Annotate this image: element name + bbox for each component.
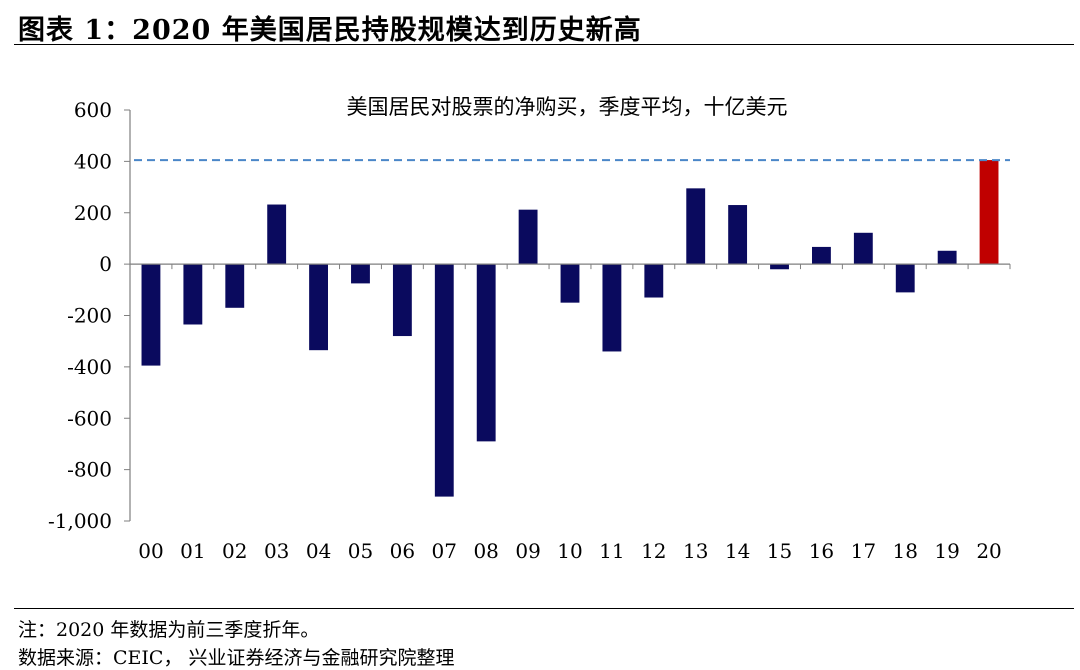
bar-07	[434, 264, 454, 497]
y-tick-label: -800	[67, 458, 112, 482]
bar-14	[728, 205, 748, 265]
bars	[141, 160, 999, 497]
x-tick-label: 14	[725, 539, 750, 563]
bar-18	[895, 264, 915, 293]
x-tick-label: 15	[767, 539, 792, 563]
bar-12	[644, 264, 664, 298]
bar-16	[812, 246, 831, 265]
bar-03	[267, 204, 287, 265]
y-tick-label: -400	[67, 355, 112, 379]
bar-00	[141, 264, 161, 366]
bar-09	[518, 209, 538, 265]
bar-13	[686, 188, 706, 265]
bar-19	[937, 250, 957, 265]
x-tick-label: 07	[432, 539, 457, 563]
x-tick-label: 10	[557, 539, 582, 563]
x-tick-label: 08	[473, 539, 498, 563]
x-tick-label: 02	[222, 539, 247, 563]
title-divider	[14, 44, 1074, 45]
x-tick-label: 05	[348, 539, 373, 563]
bar-11	[602, 264, 622, 352]
footnote: 注：2020 年数据为前三季度折年。	[18, 619, 320, 641]
y-tick-label: -200	[67, 304, 112, 328]
y-tick-label: -1,000	[48, 509, 112, 533]
bar-17	[853, 232, 873, 265]
x-tick-label: 20	[976, 539, 1001, 563]
x-tick-label: 00	[138, 539, 163, 563]
bar-01	[183, 264, 203, 325]
x-tick-label: 19	[934, 539, 959, 563]
axes	[129, 110, 1011, 521]
x-tick-label: 01	[180, 539, 205, 563]
y-axis-ticks: 600 400 200 0 -200 -400 -600 -800 -1,000	[48, 98, 130, 533]
y-tick-label: 400	[74, 149, 112, 173]
x-tick-label: 18	[893, 539, 918, 563]
bar-05	[351, 264, 370, 284]
x-tick-label: 09	[515, 539, 540, 563]
chart-title: 美国居民对股票的净购买，季度平均，十亿美元	[347, 95, 788, 119]
bar-02	[225, 264, 245, 308]
x-tick-label: 11	[599, 539, 624, 563]
x-axis-labels: 00 01 02 03 04 05 06 07 08 09 10 11 12 13 14 15 16 17 18 19…	[138, 539, 1002, 563]
bar-10	[560, 264, 580, 303]
x-tick-label: 17	[851, 539, 876, 563]
x-tick-label: 06	[390, 539, 415, 563]
y-tick-label: 600	[74, 98, 112, 122]
y-tick-label: -600	[67, 406, 112, 430]
bar-20	[979, 160, 999, 265]
data-source: 数据来源：CEIC， 兴业证券经济与金融研究院整理	[18, 647, 455, 669]
x-tick-label: 13	[683, 539, 708, 563]
x-tick-label: 12	[641, 539, 666, 563]
bar-04	[309, 264, 328, 351]
footer-divider	[14, 608, 1074, 609]
bar-15	[770, 264, 789, 270]
bar-08	[476, 264, 496, 442]
x-tick-label: 04	[306, 539, 331, 563]
y-tick-label: 0	[99, 252, 112, 276]
y-tick-label: 200	[74, 201, 112, 225]
x-tick-label: 03	[264, 539, 289, 563]
figure-title: 图表 1：2020 年美国居民持股规模达到历史新高	[18, 15, 642, 46]
bar-06	[392, 264, 412, 337]
x-tick-label: 16	[809, 539, 834, 563]
